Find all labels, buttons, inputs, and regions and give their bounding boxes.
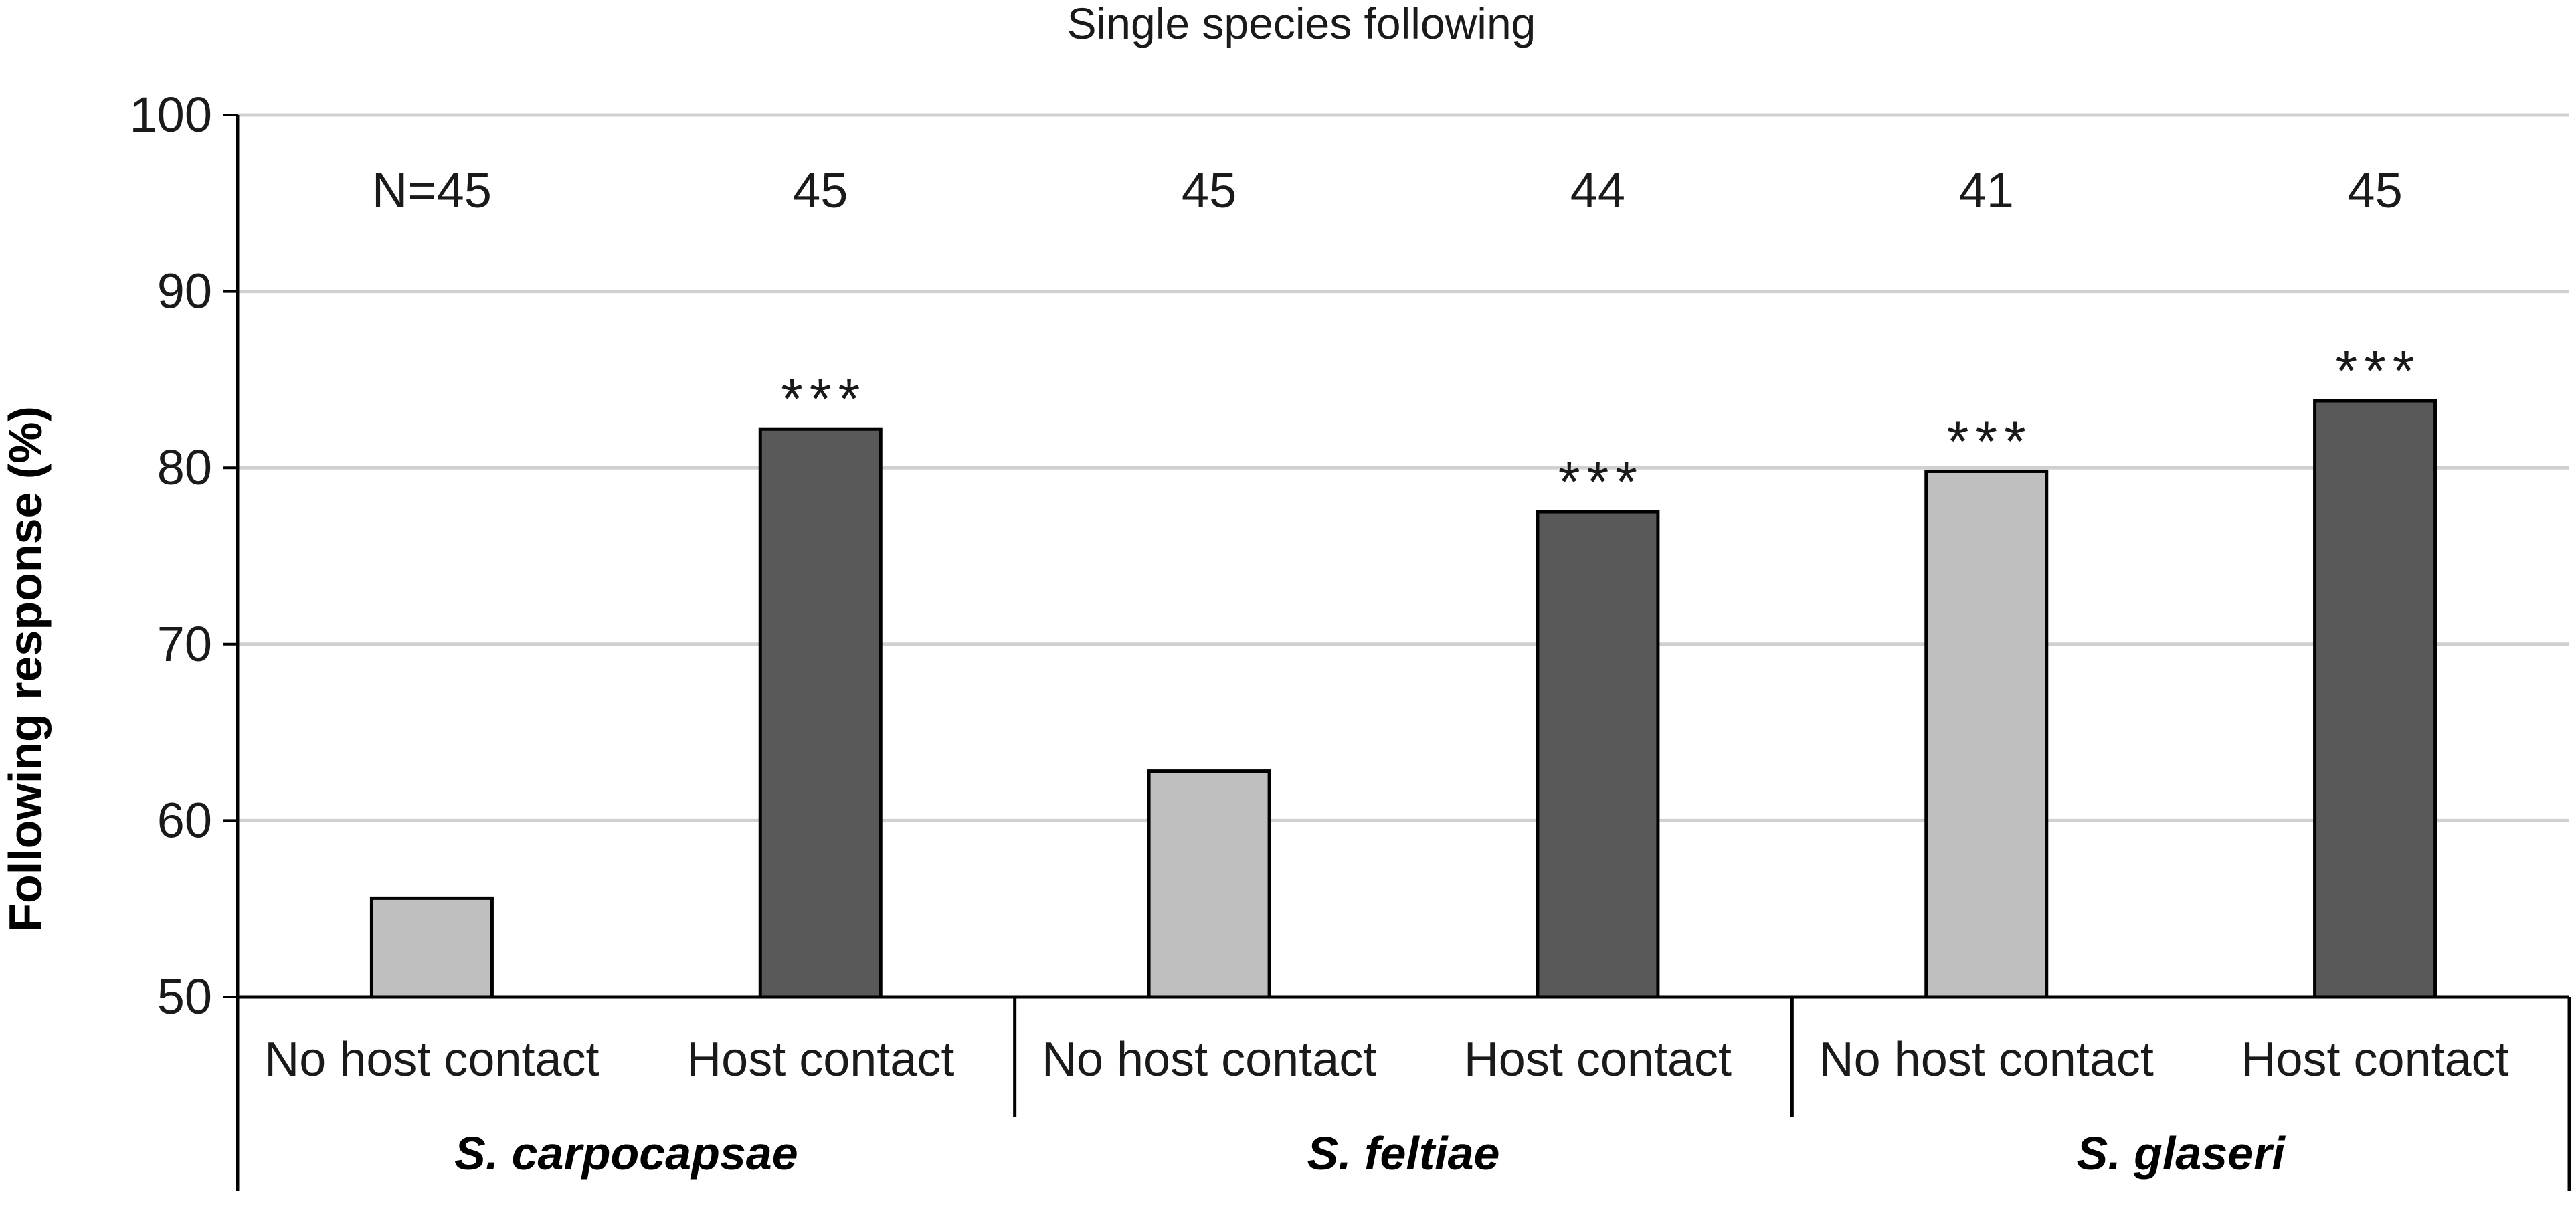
- y-tick-label: 70: [157, 616, 212, 672]
- sample-size-label: 45: [2347, 163, 2402, 218]
- bar: [758, 427, 883, 999]
- sample-size-label: 45: [793, 163, 848, 218]
- sample-size-label: 44: [1570, 163, 1625, 218]
- group-labels: S. carpocapsae S. feltiae S. glaseri: [454, 1127, 2286, 1180]
- significance-label: ***: [781, 367, 866, 430]
- significance-label: ***: [1558, 450, 1644, 513]
- sample-size-label: 45: [1182, 163, 1236, 218]
- gridlines: [223, 113, 2569, 998]
- y-tick-label: 100: [130, 87, 212, 143]
- bar: [369, 896, 494, 999]
- sample-size-label: 41: [1959, 163, 2014, 218]
- bars: [369, 399, 2437, 999]
- group-label: S. feltiae: [1307, 1127, 1500, 1180]
- y-axis-label: Following response (%): [0, 406, 52, 932]
- significance-label: ***: [2336, 339, 2421, 402]
- bar: [1147, 769, 1271, 999]
- category-label: Host contact: [1464, 1033, 1732, 1087]
- y-tick-labels: 50 60 70 80 90 100: [130, 87, 212, 1024]
- category-label: No host contact: [1042, 1033, 1376, 1087]
- y-tick-label: 60: [157, 792, 212, 848]
- bar: [1536, 510, 1660, 999]
- chart-title: Single species following: [1067, 0, 1536, 48]
- group-label: S. carpocapsae: [454, 1127, 798, 1180]
- bar: [2313, 399, 2437, 999]
- category-labels: No host contact Host contact No host conta…: [264, 1033, 2508, 1087]
- group-label: S. glaseri: [2077, 1127, 2286, 1180]
- category-label: No host contact: [264, 1033, 599, 1087]
- category-label: Host contact: [686, 1033, 954, 1087]
- y-tick-label: 50: [157, 969, 212, 1024]
- y-tick-label: 80: [157, 440, 212, 495]
- bar: [1924, 469, 2049, 999]
- category-label: Host contact: [2241, 1033, 2508, 1087]
- y-tick-label: 90: [157, 264, 212, 319]
- axes: [236, 115, 2571, 1191]
- category-label: No host contact: [1819, 1033, 2154, 1087]
- significance-labels: *** *** *** ***: [781, 339, 2421, 513]
- sample-size-labels: N=45 45 45 44 41 45: [372, 163, 2403, 218]
- sample-size-label: N=45: [372, 163, 492, 218]
- significance-label: ***: [1947, 409, 2033, 472]
